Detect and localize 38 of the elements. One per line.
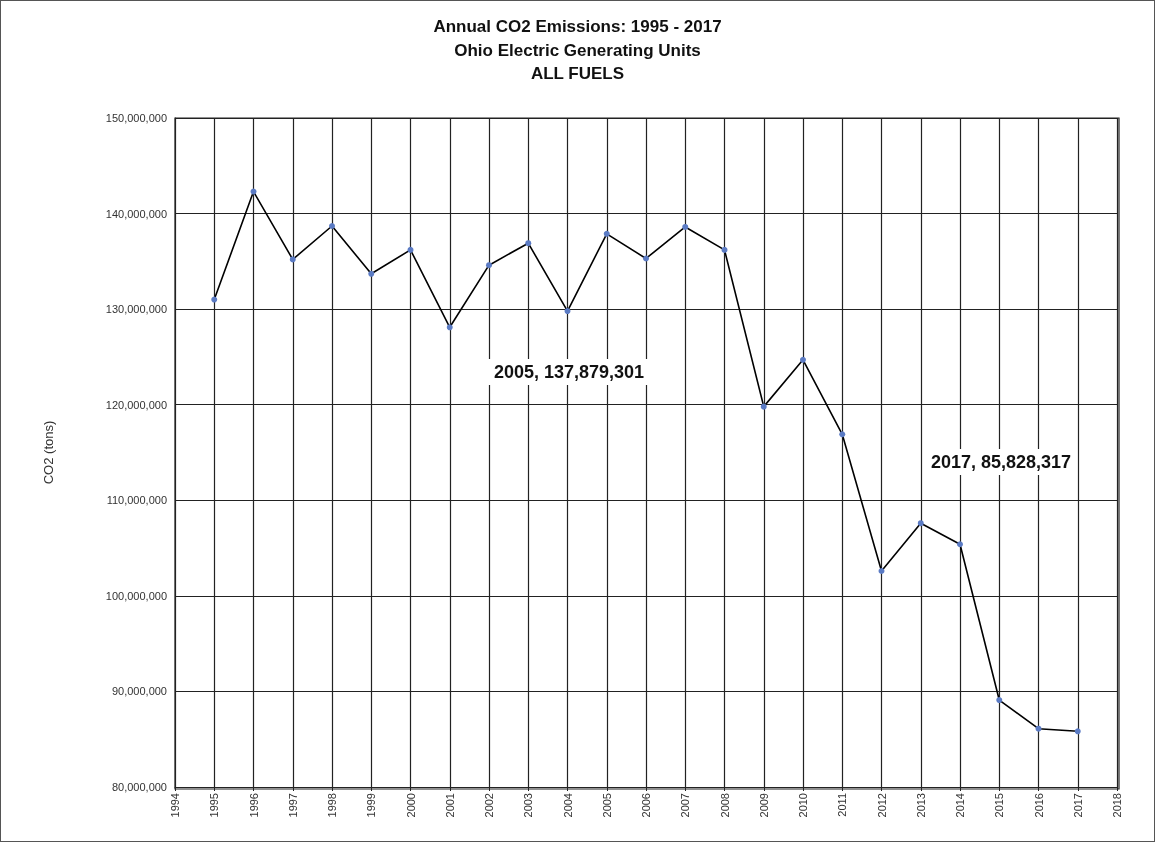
x-tick-label: 1995 bbox=[208, 793, 221, 818]
x-tick-label: 2007 bbox=[679, 793, 692, 818]
x-tick-label: 2018 bbox=[1111, 793, 1123, 818]
x-tick-label: 2016 bbox=[1032, 793, 1045, 818]
y-tick-label: 120,000,000 bbox=[105, 398, 167, 411]
x-tick-label: 2001 bbox=[443, 793, 456, 818]
x-tick-label: 1997 bbox=[286, 793, 299, 818]
y-tick-label: 90,000,000 bbox=[111, 685, 167, 698]
x-tick-label: 1998 bbox=[326, 793, 338, 818]
chart-title: Annual CO2 Emissions: 1995 - 2017 bbox=[433, 17, 722, 36]
x-tick-label: 2002 bbox=[483, 793, 495, 818]
x-tick-label: 1994 bbox=[169, 793, 181, 818]
chart-subtitle: Ohio Electric Generating Units ALL FUELS bbox=[454, 41, 701, 83]
x-tick-label: 2012 bbox=[875, 793, 888, 818]
x-tick-label: 2013 bbox=[914, 793, 927, 818]
x-tick-label: 2008 bbox=[718, 793, 731, 818]
x-tick-label: 2000 bbox=[404, 793, 417, 818]
x-tick-label: 2003 bbox=[522, 793, 535, 818]
x-tick-label: 1999 bbox=[365, 793, 378, 818]
annotation: 2017, 85,828,317 bbox=[930, 452, 1072, 472]
y-tick-label: 130,000,000 bbox=[105, 303, 167, 316]
x-tick-label: 1996 bbox=[247, 793, 260, 818]
x-tick-label: 2010 bbox=[797, 793, 809, 818]
x-tick-label: 2015 bbox=[993, 793, 1006, 818]
y-tick-label: 110,000,000 bbox=[106, 494, 167, 507]
annotation: 2005, 137,879,301 bbox=[493, 362, 645, 382]
y-tick-label: 150,000,000 bbox=[105, 112, 167, 124]
x-tick-label: 2017 bbox=[1071, 793, 1084, 818]
x-tick-label: 2009 bbox=[757, 793, 770, 818]
y-axis-title: CO2 (tons) bbox=[41, 420, 56, 485]
x-tick-label: 2006 bbox=[640, 793, 652, 818]
x-tick-label: 2004 bbox=[561, 793, 574, 818]
y-tick-label: 100,000,000 bbox=[105, 589, 167, 602]
y-tick-label: 140,000,000 bbox=[105, 207, 167, 220]
x-tick-label: 2014 bbox=[954, 793, 966, 818]
x-tick-label: 2011 bbox=[836, 793, 849, 817]
y-tick-label: 80,000,000 bbox=[111, 781, 167, 793]
x-tick-label: 2005 bbox=[600, 793, 613, 818]
